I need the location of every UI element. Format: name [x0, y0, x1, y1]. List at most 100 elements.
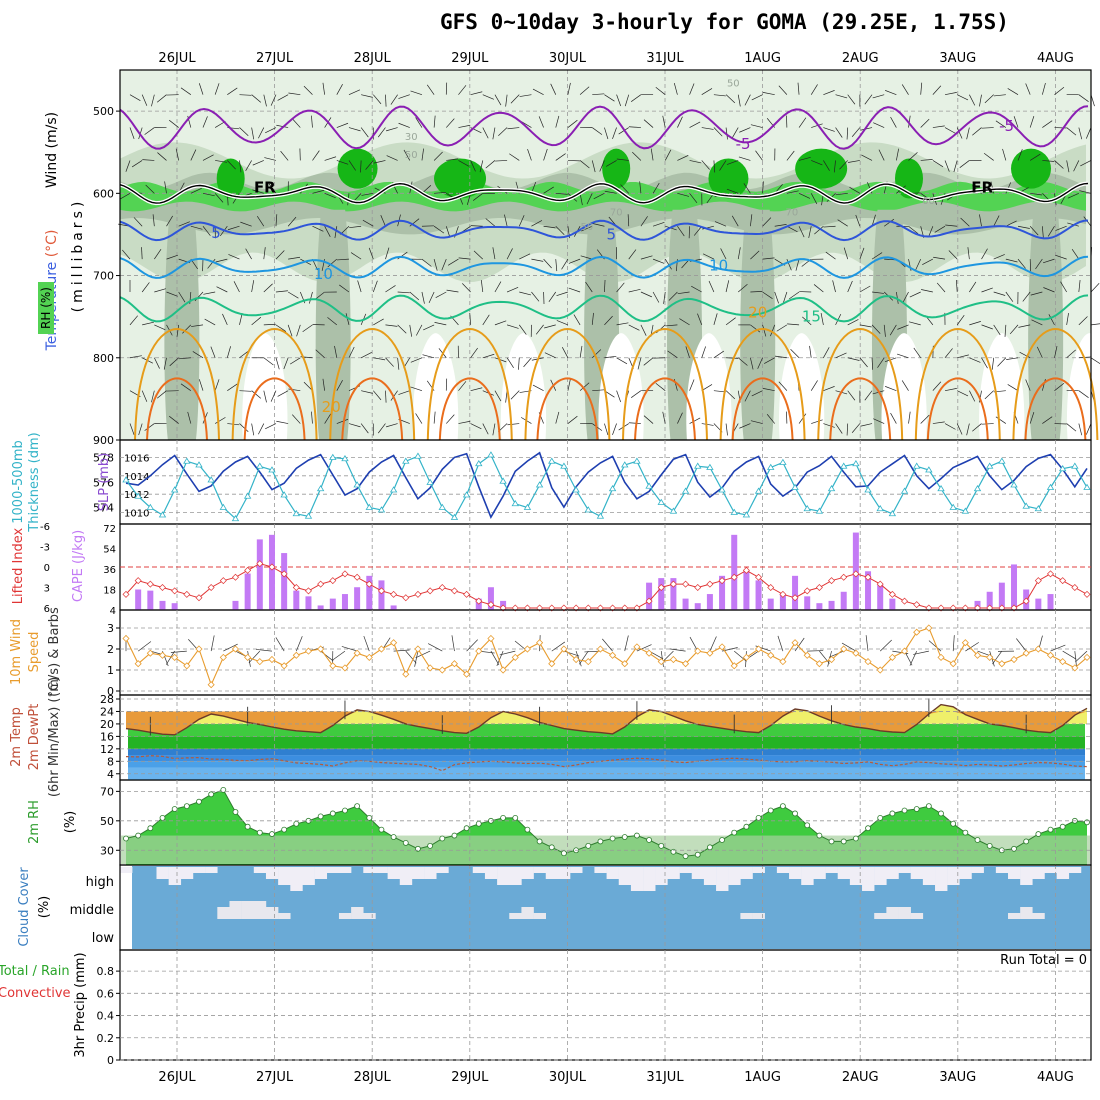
cape-tick: 4 [110, 606, 116, 617]
wind-barb [154, 324, 166, 331]
wind10-point [231, 645, 240, 653]
wind-barb [506, 357, 514, 369]
wind10-label-2: Speed [27, 632, 42, 673]
wind-barb [889, 324, 897, 336]
cloud-high-block [716, 867, 729, 891]
lifted-point [414, 590, 422, 598]
cape-bar [256, 539, 263, 610]
upper-air-panel: 500 600 700 800 900 -5 -5 5 5 10 10 15 20 20 FR FR 30 50 7… [93, 69, 1100, 447]
wind-barb [847, 280, 853, 293]
cloud-high-block [533, 867, 546, 873]
date-label-bottom: 31JUL [646, 1070, 684, 1085]
wind-barb [263, 323, 276, 326]
wind-barb [810, 193, 818, 205]
cape-bar [767, 598, 774, 610]
wind-barb [944, 348, 953, 358]
cloud-mid-block [241, 901, 255, 919]
wind10-point [1022, 649, 1030, 657]
isotherm-20 [231, 327, 318, 441]
rh2m-point [378, 826, 385, 833]
wind-barb [543, 225, 556, 229]
wind-barb [790, 349, 800, 359]
wind10-point [742, 653, 750, 661]
wind-barb [750, 291, 763, 293]
thickness-point [475, 459, 483, 467]
wind10-barb [841, 642, 857, 652]
wind-barb [532, 384, 544, 391]
thickness-point [985, 462, 994, 469]
cloud-high-block [387, 867, 401, 879]
slp-tick: 1014 [124, 472, 149, 483]
isotherm-label: 15 [802, 308, 821, 326]
wind-barb [434, 191, 447, 194]
cloud-level-label: high [86, 875, 114, 890]
wind10-point [815, 660, 823, 668]
wind-barb [770, 324, 776, 337]
wind-barb [1025, 379, 1031, 391]
wind-barb [652, 182, 660, 194]
wind10-point [827, 655, 836, 664]
wind-barb [662, 115, 666, 128]
date-label-bottom: 3AUG [939, 1070, 976, 1085]
date-label-bottom: 2AUG [842, 1070, 879, 1085]
wind-barb [315, 349, 325, 359]
wind-barb [1079, 190, 1092, 194]
wind10-point [779, 658, 787, 666]
temp-tick: 8 [107, 755, 114, 768]
wind-barb [472, 193, 483, 201]
lifted-tick: 6 [44, 604, 50, 615]
wind-barb [567, 378, 571, 391]
wind-barb [689, 417, 701, 424]
cloud-high-block [594, 867, 607, 873]
wind-barb [275, 214, 278, 227]
cloud-high-block [521, 867, 534, 879]
wind-barb [1054, 160, 1064, 169]
wind-barb [178, 357, 191, 360]
cloud-mid-block [898, 907, 911, 919]
cape-bar [232, 600, 239, 610]
wind10-point [134, 660, 142, 668]
isotherm-label: 20 [748, 304, 767, 322]
cape-bar [889, 598, 896, 610]
wind-barb [336, 122, 349, 128]
wind10-point [256, 658, 264, 666]
lifted-point [669, 580, 677, 588]
wind-barb [995, 120, 1007, 128]
wind-barb [655, 383, 666, 391]
wind-barb [336, 418, 349, 424]
precip-tick: 0.4 [97, 1010, 115, 1023]
cape-bar [743, 571, 750, 610]
wind-barb [957, 390, 969, 397]
wind-barb [643, 415, 654, 424]
wind-barb [1005, 220, 1017, 227]
wind-barb [871, 357, 874, 370]
lifted-point [341, 570, 349, 578]
wind10-point [219, 653, 227, 661]
wind-barb [586, 193, 593, 205]
cape-bar [378, 580, 385, 610]
wind-barb [737, 247, 741, 260]
wind10-point [803, 651, 811, 659]
cape-bar [670, 578, 677, 610]
rh-legend-label: RH (%) [39, 287, 53, 329]
wind-barb [154, 288, 166, 293]
wind10-point [913, 628, 921, 636]
lifted-tick: -3 [40, 543, 50, 554]
wind-barb [915, 258, 922, 271]
thickness-point [949, 503, 957, 510]
wind-barb [908, 115, 911, 128]
cloud-high-block [995, 867, 1009, 873]
wind10-barb [909, 650, 918, 666]
wind-barb [385, 390, 387, 403]
wind-barb [458, 85, 467, 95]
wind10-point [730, 662, 738, 670]
wind-barb [1066, 423, 1077, 432]
wind-barb [1078, 127, 1083, 140]
wind-barb [1017, 258, 1026, 269]
cloud-high-block [180, 867, 194, 879]
wind-barb [423, 324, 435, 331]
temp-band [128, 748, 1085, 756]
thickness-point [535, 481, 544, 488]
wind-barb [154, 357, 160, 369]
lifted-point [183, 590, 191, 598]
